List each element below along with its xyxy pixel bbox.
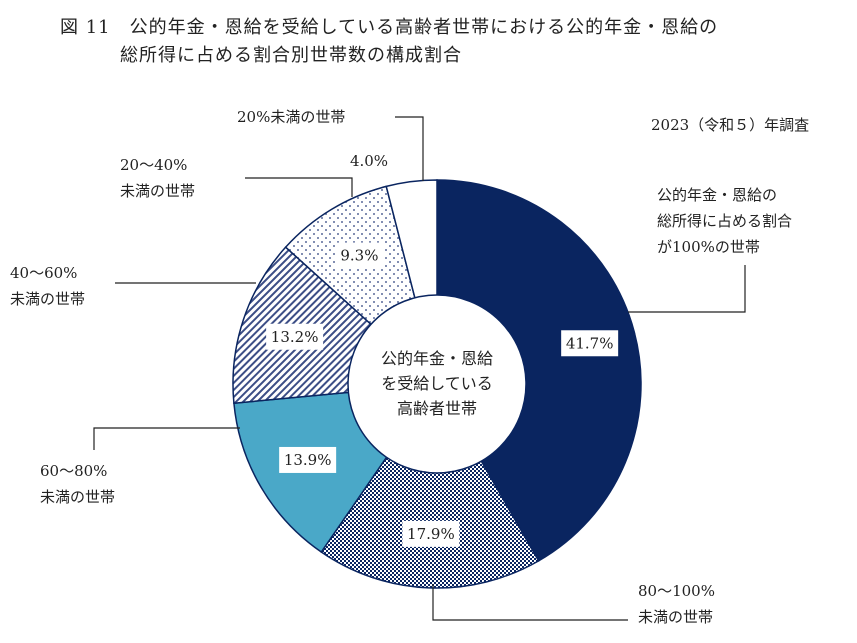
label-line: 80〜100% [638, 582, 715, 600]
legend-label-20-40: 20〜40% 未満の世帯 [120, 152, 195, 204]
pie-slice [436, 179, 642, 562]
slice-label-box [266, 323, 324, 350]
legend-label-40-60: 40〜60% 未満の世帯 [10, 260, 85, 312]
label-line: 公的年金・恩給の [657, 186, 778, 204]
leader-lines [93, 116, 746, 621]
label-line: 20〜40% [120, 156, 188, 174]
survey-year: 2023（令和５）年調査 [651, 116, 810, 134]
leader-line-100 [628, 265, 746, 313]
leader-line-60-80 [93, 427, 240, 450]
label-line: が100%の世帯 [657, 238, 760, 256]
label-line: 60〜80% [40, 462, 108, 480]
legend-label-80-100: 80〜100% 未満の世帯 [638, 578, 715, 630]
pie-slice [320, 382, 540, 589]
slice-value-label: 13.9% [284, 451, 332, 469]
leader-line-under20 [395, 116, 424, 181]
figure-title: 図 11 公的年金・恩給を受給している高齢者世帯における公的年金・恩給の 総所得… [60, 14, 718, 70]
leader-line-20-40 [245, 177, 353, 197]
label-line: 未満の世帯 [10, 290, 86, 308]
label-line: 40〜60% [10, 264, 78, 282]
title-line-2: 総所得に占める割合別世帯数の構成割合 [120, 45, 462, 66]
slice-value-label: 13.2% [271, 328, 319, 346]
label-line: 未満の世帯 [40, 488, 116, 506]
center-label-line: 高齢者世帯 [396, 399, 477, 418]
slice-value-label: 9.3% [340, 247, 378, 265]
center-label: 公的年金・恩給 を受給している 高齢者世帯 [364, 346, 510, 421]
title-line-1: 図 11 公的年金・恩給を受給している高齢者世帯における公的年金・恩給の [60, 17, 719, 38]
legend-label-under20: 20%未満の世帯 [237, 104, 345, 130]
slice-label-box [561, 330, 619, 357]
slice-value-label: 17.9% [407, 525, 455, 543]
center-label-line: を受給している [381, 374, 493, 393]
donut-hole [347, 294, 527, 474]
leader-line-80-100 [432, 584, 628, 621]
label-line: 未満の世帯 [120, 182, 196, 200]
center-label-line: 公的年金・恩給 [380, 349, 493, 368]
label-line: 総所得に占める割合 [657, 212, 793, 230]
slice-value-label: 41.7% [566, 334, 614, 352]
slice-label-box [279, 446, 337, 473]
slice-value-label: 4.0% [350, 152, 388, 170]
label-line: 20%未満の世帯 [237, 108, 346, 126]
label-line: 未満の世帯 [638, 608, 714, 626]
slice-label-box [335, 242, 384, 269]
legend-label-60-80: 60〜80% 未満の世帯 [40, 458, 115, 510]
legend-label-100: 公的年金・恩給の 総所得に占める割合 が100%の世帯 [657, 182, 792, 260]
slice-label-box [402, 520, 460, 547]
